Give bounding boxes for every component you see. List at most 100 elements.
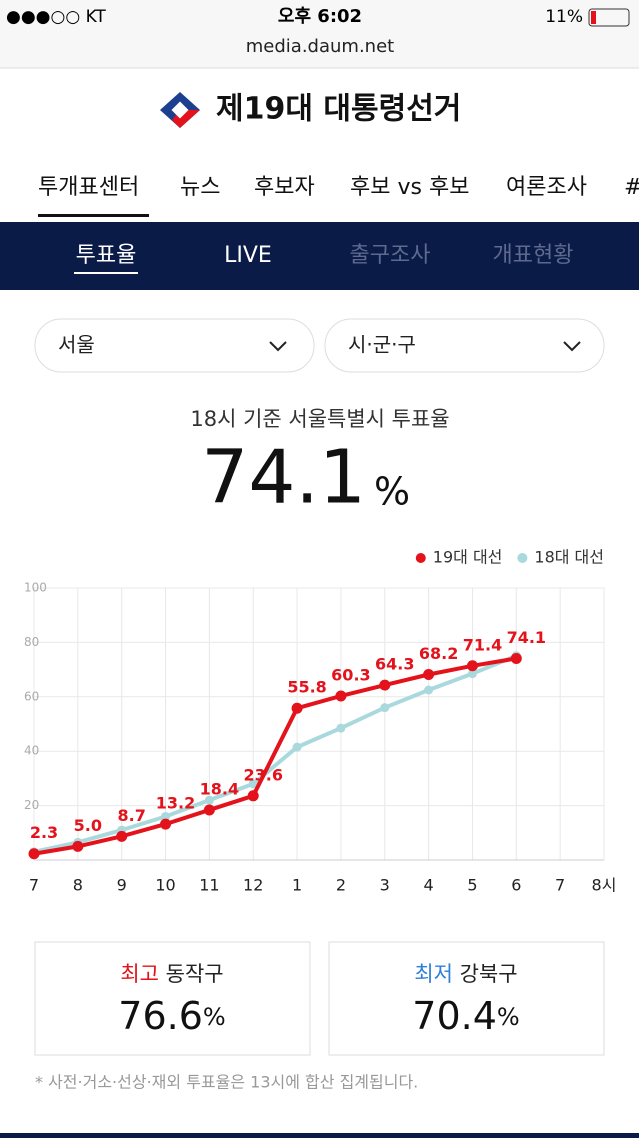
clock: 오후 6:02 [278, 6, 362, 27]
bottom-bar [0, 1133, 639, 1138]
summary-rate: 74.1 [201, 435, 366, 521]
battery-text: 11% [545, 7, 583, 27]
x-tick-label: 7 [29, 876, 39, 895]
y-tick-label: 20 [24, 798, 39, 812]
point [161, 811, 171, 821]
x-tick-label: 10 [155, 876, 175, 895]
point [466, 660, 478, 672]
card-name: 동작구 [166, 962, 224, 986]
battery-level [591, 11, 596, 24]
x-tick-label: 1 [292, 876, 302, 895]
card-unit: % [497, 1003, 520, 1031]
card [328, 941, 605, 1056]
card-value: 76.6 [118, 994, 203, 1038]
district-value: 시·군·구 [348, 333, 416, 357]
subnav-underline [74, 272, 138, 274]
value-label: 13.2 [156, 794, 195, 813]
legend-swatch [415, 553, 426, 563]
y-tick-label: 100 [24, 581, 47, 595]
card-name: 강북구 [460, 962, 518, 986]
summary-heading: 18시 기준 서울특별시 투표율 [190, 407, 449, 431]
card-label: 최저 [414, 962, 453, 986]
point [204, 795, 214, 805]
subnav-tab[interactable]: LIVE [224, 243, 272, 268]
battery-icon [588, 8, 630, 27]
subnav-bar [0, 222, 639, 290]
point [510, 652, 522, 664]
x-tick-label: 3 [380, 876, 390, 895]
point [467, 669, 477, 679]
value-label: 68.2 [419, 644, 458, 663]
nav-tab[interactable]: 여론조사 [506, 175, 587, 200]
point [424, 685, 434, 695]
value-label: 23.6 [243, 765, 282, 784]
footnote: * 사전·거소·선상·재외 투표율은 13시에 합산 집계됩니다. [35, 1073, 418, 1092]
point [336, 723, 346, 733]
nav-underline [38, 214, 149, 217]
point [28, 848, 40, 860]
district-select[interactable] [324, 318, 605, 373]
x-tick-label: 2 [336, 876, 346, 895]
y-tick-label: 40 [24, 744, 39, 758]
card-label: 최고 [120, 962, 159, 986]
x-tick-label: 8 [73, 876, 83, 895]
y-tick-label: 60 [24, 689, 39, 703]
nav-tab[interactable]: # [624, 175, 639, 200]
value-label: 5.0 [74, 816, 102, 835]
subnav-tab[interactable]: 출구조사 [350, 243, 431, 268]
point [292, 742, 302, 752]
point [379, 679, 391, 691]
legend-swatch [517, 553, 528, 563]
site-title: 제19대 대통령선거 [216, 92, 461, 127]
point [203, 804, 215, 816]
value-label: 8.7 [118, 806, 146, 825]
nav-tab[interactable]: 투개표센터 [38, 175, 139, 200]
browser-bar [0, 0, 639, 68]
value-label: 64.3 [375, 655, 414, 674]
nav-tab[interactable]: 뉴스 [180, 175, 220, 200]
region-value: 서울 [58, 333, 95, 357]
chevron [563, 341, 581, 352]
point [116, 830, 128, 842]
y-tick-label: 80 [24, 635, 39, 649]
legend-label: 19대 대선 [433, 548, 503, 567]
point [247, 790, 259, 802]
logo [160, 92, 200, 128]
point [380, 703, 390, 713]
point [335, 690, 347, 702]
x-tick-label: 5 [467, 876, 477, 895]
card-heading: 최저 강북구 [414, 962, 517, 986]
card-value-line: 76.6% [118, 994, 225, 1038]
x-tick-label: 8시 [592, 876, 617, 895]
x-tick-label: 7 [555, 876, 565, 895]
card-value-line: 70.4% [412, 994, 519, 1038]
card-value: 70.4 [412, 994, 497, 1038]
series-line [33, 656, 517, 856]
point [291, 702, 303, 714]
card-unit: % [203, 1003, 226, 1031]
chevron [269, 341, 287, 352]
x-tick-label: 6 [511, 876, 521, 895]
subnav-tab[interactable]: 개표현황 [493, 243, 574, 268]
value-label: 74.1 [507, 628, 546, 647]
value-label: 18.4 [200, 779, 239, 798]
x-tick-label: 12 [243, 876, 263, 895]
legend-label: 18대 대선 [534, 548, 604, 567]
point [423, 668, 435, 680]
point [72, 840, 84, 852]
value-label: 2.3 [30, 823, 58, 842]
point [248, 779, 258, 789]
value-label: 60.3 [331, 665, 370, 684]
summary-unit: % [374, 470, 410, 514]
nav-tab[interactable]: 후보 vs 후보 [350, 175, 469, 200]
subnav-tab[interactable]: 투표율 [76, 243, 137, 268]
nav-tab[interactable]: 후보자 [254, 175, 315, 200]
region-select[interactable] [34, 318, 315, 373]
x-tick-label: 11 [199, 876, 219, 895]
url[interactable]: media.daum.net [246, 36, 394, 57]
point [160, 818, 172, 830]
value-label: 71.4 [463, 635, 502, 654]
card-heading: 최고 동작구 [120, 962, 223, 986]
